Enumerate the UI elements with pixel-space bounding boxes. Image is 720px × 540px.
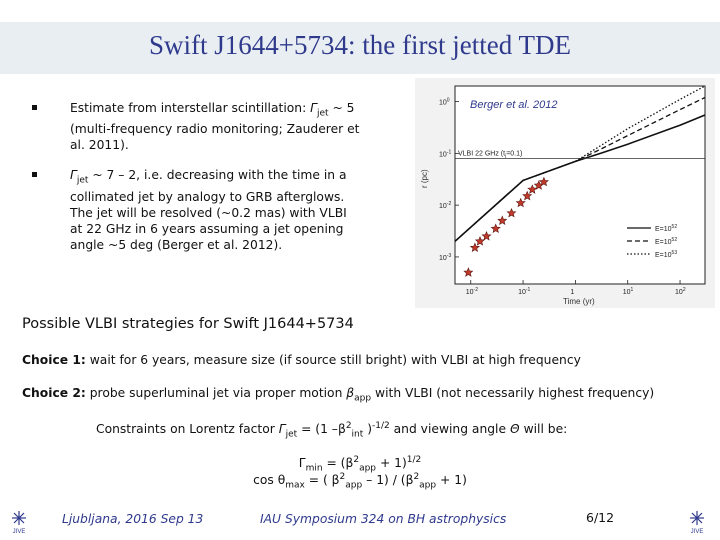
- subscript: min: [305, 463, 323, 474]
- eq-text: Γ: [298, 456, 306, 471]
- gamma-subscript: jet: [316, 108, 329, 119]
- title-bar: [0, 22, 720, 74]
- jive-logo-right: JIVE: [684, 505, 710, 535]
- superscript: 2: [353, 455, 360, 465]
- page-number: 6/12: [586, 510, 615, 525]
- bullet-marker-icon: [32, 105, 37, 110]
- choice-2-text: probe superluminal jet via proper motion: [85, 386, 347, 400]
- eq-text: cos θ: [253, 473, 286, 488]
- subscript: app: [359, 463, 377, 474]
- eq-text: = ( β: [304, 473, 340, 488]
- constraints-text: = (1 –β: [297, 422, 346, 437]
- choice-2-label: Choice 2:: [22, 386, 86, 400]
- x-tick-label: 102: [675, 287, 686, 296]
- subscript: int: [351, 429, 364, 440]
- superscript: 1/2: [406, 455, 422, 465]
- data-point-star: [490, 223, 501, 234]
- superscript: -1/2: [372, 421, 390, 431]
- bullet-list: Estimate from interstellar scintillation…: [30, 100, 360, 267]
- data-point-star: [463, 267, 474, 277]
- choice-1-text: wait for 6 years, measure size (if sourc…: [85, 353, 581, 367]
- choice-1-label: Choice 1:: [22, 353, 86, 367]
- choice-1: Choice 1: wait for 6 years, measure size…: [22, 353, 581, 367]
- x-tick-label: 101: [623, 287, 634, 296]
- gamma-subscript: jet: [76, 175, 89, 186]
- figure-panel: Berger et al. 2012 r (pc) Time (yr) 100 1…: [415, 78, 715, 308]
- data-point-star: [481, 231, 492, 241]
- x-tick-label: 10-1: [518, 287, 530, 296]
- strategies-heading: Possible VLBI strategies for Swift J1644…: [22, 316, 354, 332]
- bullet-item: Γjet ~ 7 – 2, i.e. decreasing with the t…: [30, 167, 360, 252]
- data-point-star: [506, 207, 517, 218]
- y-axis-label: r (pc): [420, 169, 429, 188]
- data-point-star: [515, 197, 526, 208]
- vlbi-threshold-label: VLBI 22 GHz (tj=0.1): [458, 150, 522, 159]
- figure-credit: Berger et al. 2012: [470, 99, 557, 111]
- constraints-text: ): [363, 422, 372, 437]
- choice-2: Choice 2: probe superluminal jet via pro…: [22, 386, 654, 403]
- superscript: 2: [339, 472, 346, 482]
- slide-title: Swift J1644+5734: the first jetted TDE: [149, 30, 571, 60]
- x-tick-label: 10-2: [466, 287, 478, 296]
- legend-label: E=1052: [655, 224, 677, 233]
- footer-location-date: Ljubljana, 2016 Sep 13: [62, 512, 204, 526]
- svg-text:JIVE: JIVE: [691, 529, 704, 535]
- data-point-star: [527, 184, 538, 194]
- bullet-marker-icon: [32, 172, 37, 178]
- data-point-star: [522, 190, 533, 201]
- eq-text: – 1) / (β: [362, 473, 414, 488]
- beta-symbol: β: [346, 386, 355, 400]
- gamma-symbol: Γ: [70, 168, 77, 183]
- constraints-line: Constraints on Lorentz factor Γjet = (1 …: [96, 421, 567, 440]
- eq-text: + 1): [436, 473, 467, 488]
- footer-conference: IAU Symposium 324 on BH astrophysics: [260, 512, 507, 526]
- bullet-item: Estimate from interstellar scintillation…: [30, 100, 360, 153]
- x-axis-label: Time (yr): [563, 297, 595, 306]
- y-tick-label: 10-2: [439, 201, 451, 210]
- beta-subscript: app: [354, 393, 372, 404]
- jive-logo-left: JIVE: [6, 505, 32, 535]
- subscript: max: [285, 480, 305, 491]
- bullet-text: ~ 5 (multi-frequency radio monitoring; Z…: [70, 101, 360, 153]
- svg-text:JIVE: JIVE: [13, 529, 26, 535]
- constraints-text: and viewing angle: [389, 422, 510, 437]
- data-point-star: [538, 176, 549, 187]
- eq-text: = (β: [322, 456, 354, 471]
- superscript: 2: [413, 472, 420, 482]
- gamma-symbol: Γ: [310, 101, 317, 115]
- series-line: [454, 85, 706, 242]
- y-tick-label: 10-1: [439, 149, 451, 158]
- data-point-star: [469, 242, 480, 253]
- bullet-text: ~ 7 – 2, i.e. decreasing with the time i…: [70, 168, 347, 252]
- radius-time-plot: Berger et al. 2012 r (pc) Time (yr) 100 1…: [420, 85, 706, 306]
- constraints-text: will be:: [519, 422, 568, 437]
- bullet-text: Estimate from interstellar scintillation…: [70, 101, 311, 115]
- gamma-symbol: Γ: [278, 422, 286, 437]
- subscript: app: [345, 480, 363, 491]
- legend-label: E=1053: [655, 250, 677, 259]
- superscript: 2: [345, 421, 352, 431]
- eq-text: + 1): [376, 456, 407, 471]
- theta-symbol: Θ: [509, 422, 520, 437]
- data-point-star: [497, 215, 508, 226]
- y-tick-label: 100: [439, 98, 450, 107]
- subscript: app: [419, 480, 437, 491]
- legend-label: E=1052: [655, 237, 677, 246]
- y-tick-label: 10-3: [439, 253, 451, 262]
- data-point-star: [474, 236, 485, 246]
- plot-frame: [454, 85, 706, 285]
- x-tick-label: 1: [570, 289, 574, 296]
- constraints-text: Constraints on Lorentz factor: [96, 422, 279, 437]
- choice-2-text: with VLBI (not necessarily highest frequ…: [371, 386, 655, 400]
- equation-gamma-min: Γmin = (β2app + 1)1/2: [0, 455, 720, 474]
- equation-cos-theta: cos θmax = ( β2app – 1) / (β2app + 1): [0, 472, 720, 491]
- gamma-subscript: jet: [285, 429, 298, 440]
